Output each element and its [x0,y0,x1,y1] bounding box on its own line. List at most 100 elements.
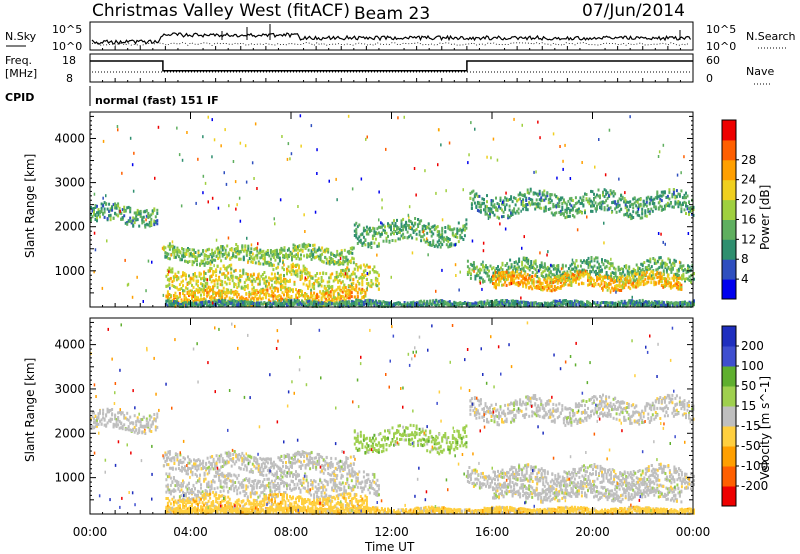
power-cell [236,249,239,253]
power-cell [543,304,546,308]
power-cell [429,241,432,244]
power-cell [403,235,406,239]
power-cell [175,278,178,282]
power-cell [576,209,579,212]
power-cell [538,192,541,196]
power-cell [212,292,215,296]
power-cell [188,274,190,278]
power-cell [575,259,578,263]
power-cell [503,301,506,305]
power-cell [199,254,201,257]
power-cell [593,270,596,274]
power-cell [489,209,491,213]
power-cell [391,231,394,235]
power-cell [690,268,692,272]
power-cell [138,224,141,228]
power-cell [444,226,447,229]
power-cell [350,283,353,287]
power-cell [286,303,288,307]
power-cell [618,285,621,289]
power-cell [279,297,282,301]
power-cell [659,271,662,275]
power-cell [292,304,294,308]
power-cell [549,304,552,308]
power-cell [293,298,296,302]
power-cell [365,263,368,267]
power-cell [540,206,543,210]
power-cell [617,204,620,208]
power-cell [584,304,587,308]
power-cell [610,262,613,266]
power-cell [382,223,385,227]
power-cell [257,304,260,308]
power-cell [590,304,593,308]
power-cell [672,190,675,194]
power-cell [510,278,513,282]
power-cell [632,206,635,210]
power-cell [379,302,382,305]
power-cell [469,304,472,308]
power-cell [272,277,275,281]
power-cell [242,303,245,307]
power-cell [242,269,245,273]
power-cell [606,196,609,200]
power-cell [640,303,643,307]
power-cell [181,247,183,250]
power-cell [391,221,394,225]
power-cell [283,304,285,308]
power-cell [600,282,603,286]
power-cell [209,253,212,256]
power-cell [206,281,209,285]
power-cell [197,298,199,302]
power-cell [539,265,542,269]
power-cell [278,300,281,304]
power-cell [566,271,569,275]
power-cell [239,300,242,304]
power-cell [351,256,354,260]
power-cell [451,233,454,237]
power-cell [173,253,176,257]
power-cell [230,263,233,267]
power-cell [322,289,325,293]
power-cell [124,221,127,225]
power-cell [414,229,417,233]
power-cell [320,280,323,284]
power-cell [584,192,586,196]
power-cell [623,213,626,217]
power-cell [377,242,380,246]
power-cell [188,252,191,256]
power-cell [612,281,615,284]
power-cell [656,271,659,275]
power-cell [195,298,198,302]
power-cell [402,236,405,240]
power-cell [200,299,202,303]
power-cell [356,302,359,306]
power-cell [450,243,453,247]
power-cell [169,294,172,298]
power-cell [609,189,612,193]
power-cell [322,249,325,253]
power-cell [641,212,644,216]
power-cell [331,252,334,256]
power-cell [570,197,573,201]
power-cell [362,275,365,279]
power-cell [335,270,338,274]
power-cell [549,289,552,293]
power-cell [233,247,236,251]
power-cell [351,246,354,250]
power-cell [645,270,648,274]
power-cell [251,261,254,264]
power-cell [568,214,571,218]
power-cell [637,266,640,270]
power-cell [463,234,466,238]
power-cell [269,304,272,308]
power-cell [289,270,291,274]
power-cell [213,279,216,283]
power-cell [400,228,403,232]
power-cell [307,286,310,290]
power-cell [292,243,295,247]
power-cell [96,211,98,215]
power-cell [226,255,229,259]
power-cell [596,204,598,208]
power-cell [689,209,692,213]
